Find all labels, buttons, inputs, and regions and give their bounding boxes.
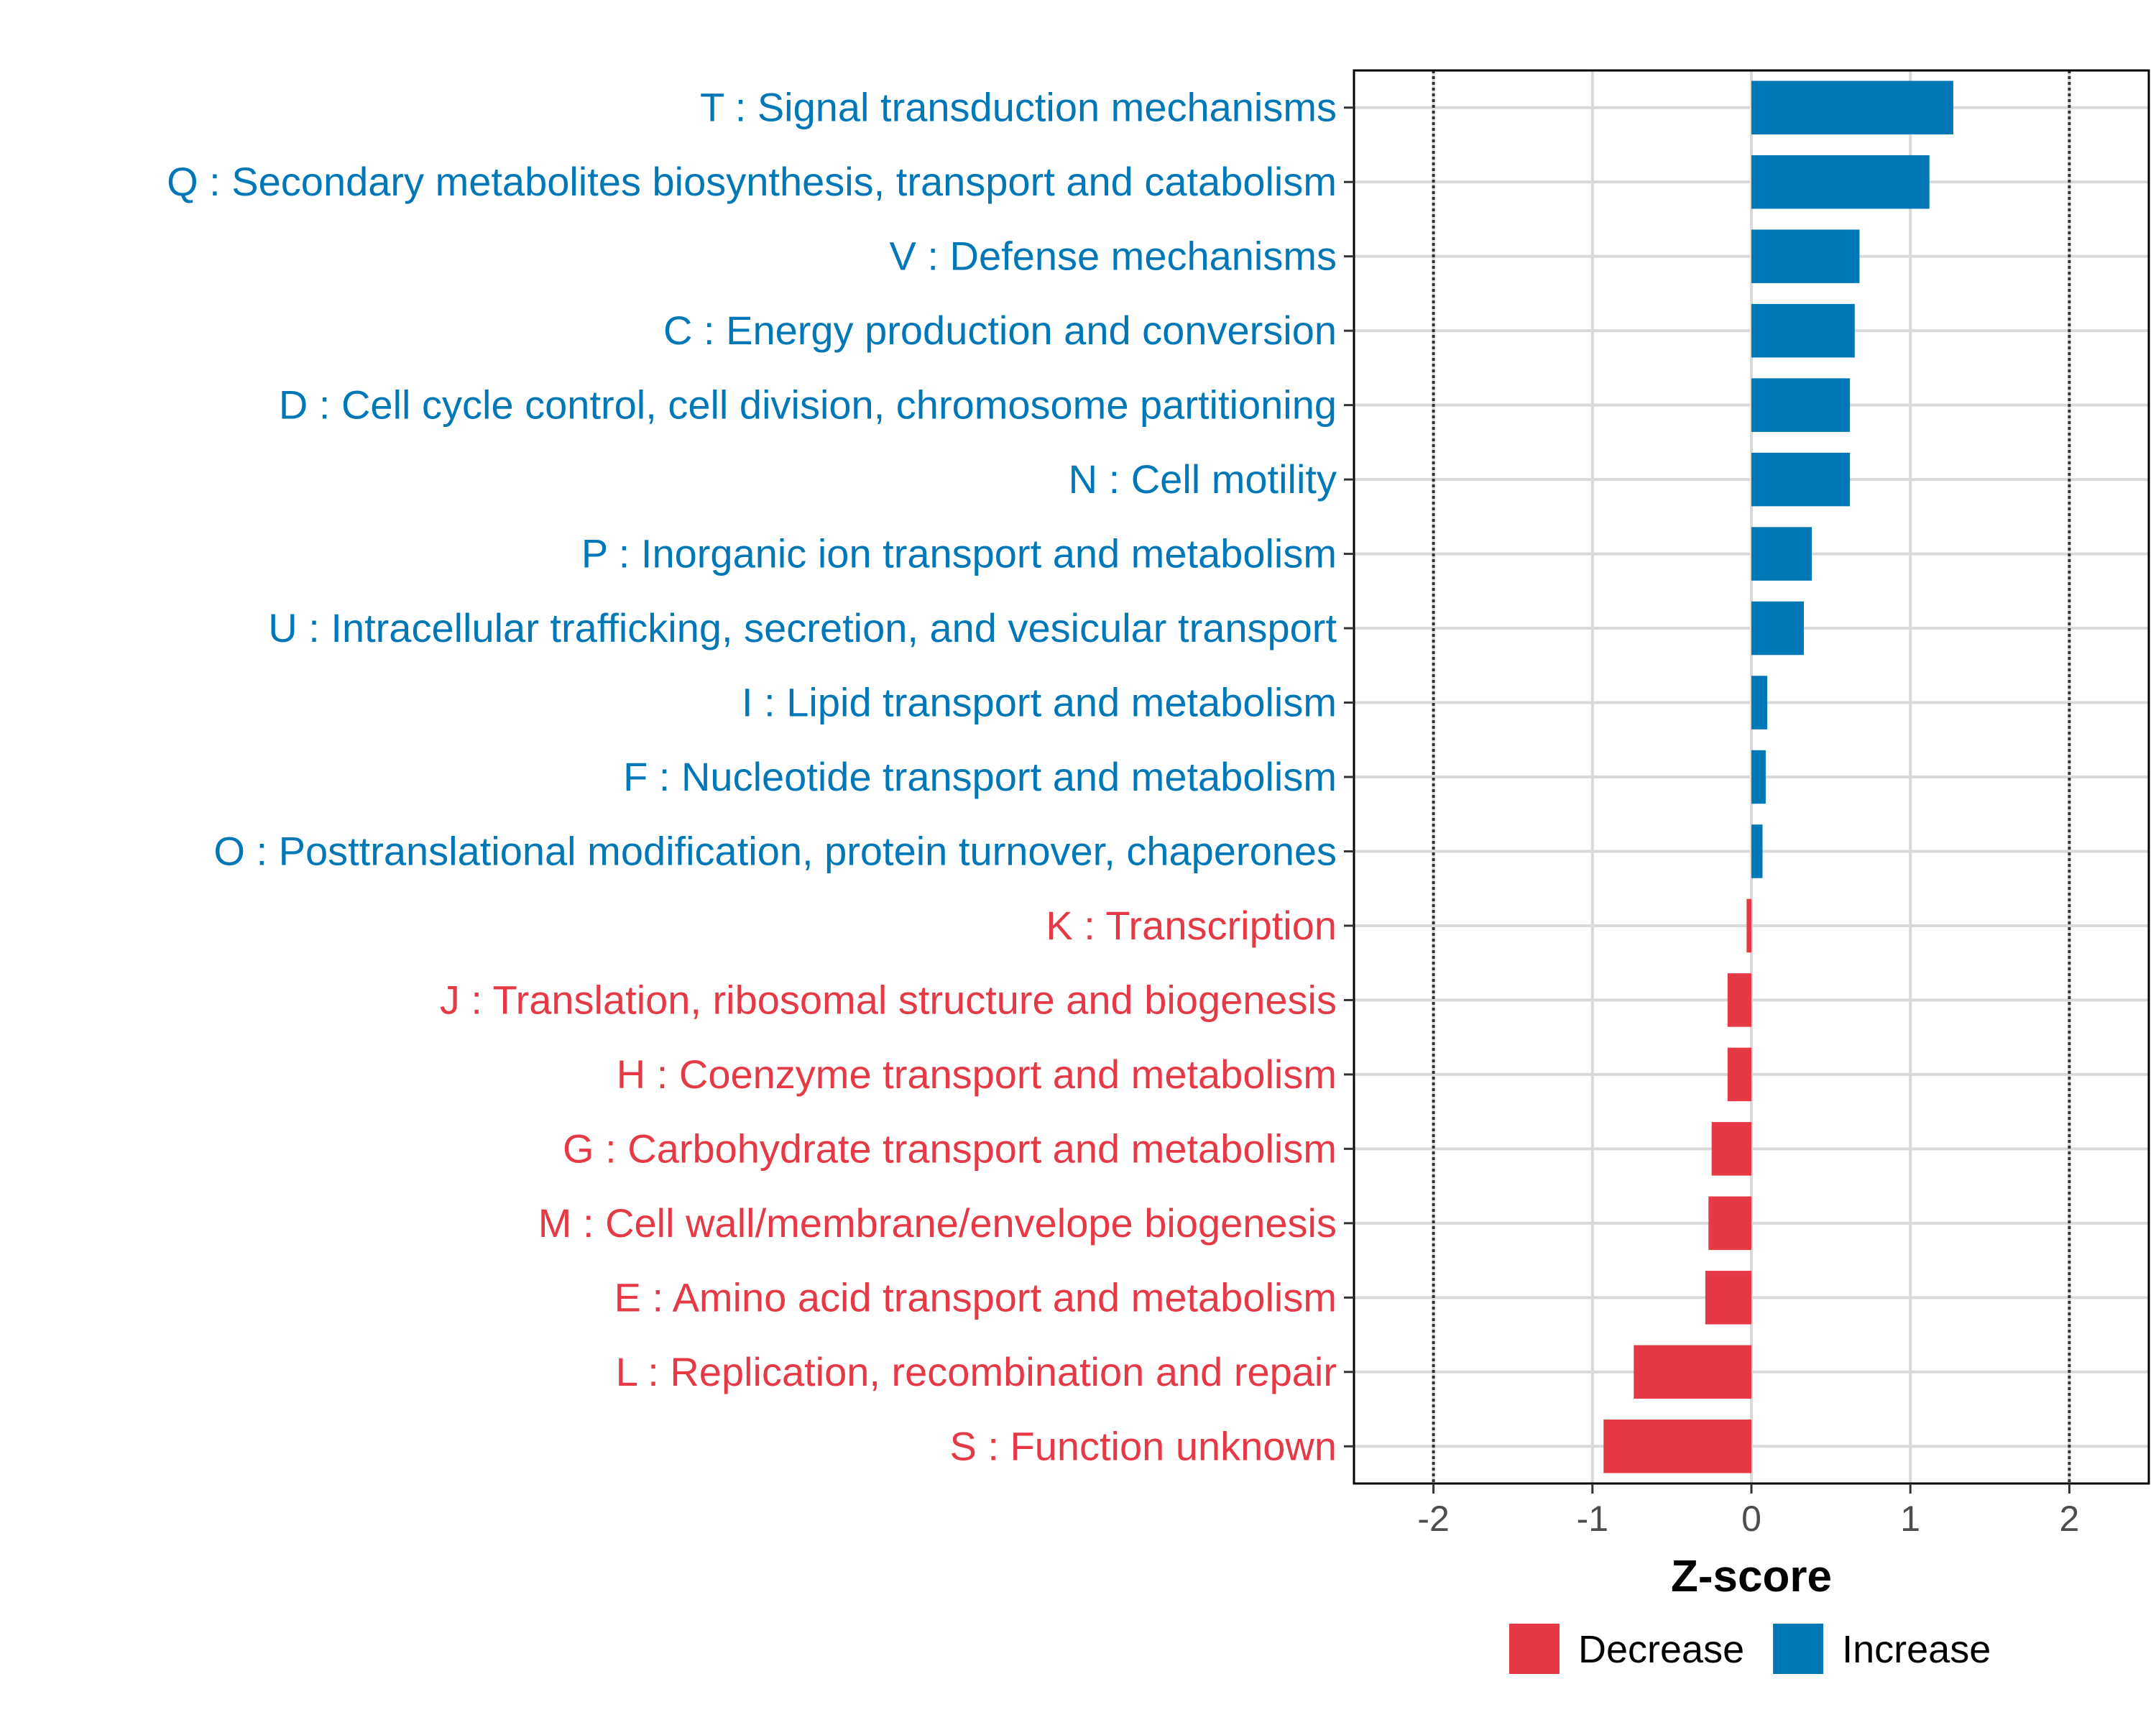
- bar-e: [1705, 1271, 1751, 1325]
- category-label: L : Replication, recombination and repai…: [616, 1349, 1337, 1394]
- bar-s: [1603, 1420, 1751, 1473]
- bar-m: [1708, 1196, 1751, 1251]
- bar-q: [1751, 155, 1930, 209]
- bar-g: [1711, 1122, 1751, 1176]
- category-label: I : Lipid transport and metabolism: [742, 680, 1337, 725]
- category-label: C : Energy production and conversion: [663, 308, 1337, 353]
- category-label: F : Nucleotide transport and metabolism: [623, 754, 1337, 799]
- category-labels: T : Signal transduction mechanisms Q : Se…: [167, 85, 1337, 1469]
- category-label: G : Carbohydrate transport and metabolis…: [563, 1126, 1337, 1171]
- x-axis-title: Z-score: [1671, 1552, 1832, 1601]
- x-tick-label: 2: [2059, 1499, 2079, 1539]
- category-label: O : Posttranslational modification, prot…: [213, 828, 1337, 873]
- category-label: U : Intracellular trafficking, secretion…: [268, 605, 1337, 650]
- bar-o: [1751, 824, 1763, 878]
- category-label: H : Coenzyme transport and metabolism: [617, 1052, 1337, 1097]
- x-tick-label: -2: [1417, 1499, 1449, 1539]
- bar-n: [1751, 452, 1851, 507]
- category-label: M : Cell wall/membrane/envelope biogenes…: [538, 1200, 1337, 1246]
- x-tick-label: 1: [1900, 1499, 1920, 1539]
- category-label: P : Inorganic ion transport and metaboli…: [581, 531, 1337, 576]
- legend: Decrease Increase: [1509, 1624, 1991, 1674]
- legend-swatch-increase: [1773, 1624, 1824, 1674]
- legend-label-increase: Increase: [1842, 1628, 1991, 1671]
- bar-i: [1751, 676, 1768, 730]
- category-label: J : Translation, ribosomal structure and…: [440, 977, 1337, 1022]
- category-label: S : Function unknown: [949, 1423, 1337, 1468]
- x-tick-label: 0: [1741, 1499, 1761, 1539]
- x-axis-ticks: -2 -1 0 1 2: [1417, 1484, 2079, 1539]
- bar-k: [1746, 898, 1751, 953]
- category-label: D : Cell cycle control, cell division, c…: [279, 382, 1337, 428]
- category-label: K : Transcription: [1046, 903, 1337, 948]
- bar-d: [1751, 378, 1851, 432]
- category-label: T : Signal transduction mechanisms: [700, 85, 1337, 130]
- bar-l: [1634, 1345, 1751, 1399]
- bar-f: [1751, 750, 1766, 804]
- bar-v: [1751, 229, 1860, 283]
- category-label: Q : Secondary metabolites biosynthesis, …: [167, 159, 1337, 204]
- category-label: V : Defense mechanisms: [890, 234, 1337, 279]
- category-label: N : Cell motility: [1069, 456, 1337, 502]
- legend-label-decrease: Decrease: [1578, 1628, 1744, 1671]
- category-label: E : Amino acid transport and metabolism: [614, 1274, 1337, 1320]
- bars: [1603, 80, 1953, 1473]
- bar-j: [1727, 973, 1751, 1027]
- x-tick-label: -1: [1577, 1499, 1608, 1539]
- y-axis-ticks: [1344, 106, 1354, 1448]
- bar-c: [1751, 303, 1855, 358]
- bar-t: [1751, 80, 1953, 134]
- bar-p: [1751, 527, 1812, 581]
- bar-u: [1751, 601, 1804, 656]
- legend-swatch-decrease: [1509, 1624, 1560, 1674]
- bar-h: [1727, 1047, 1751, 1102]
